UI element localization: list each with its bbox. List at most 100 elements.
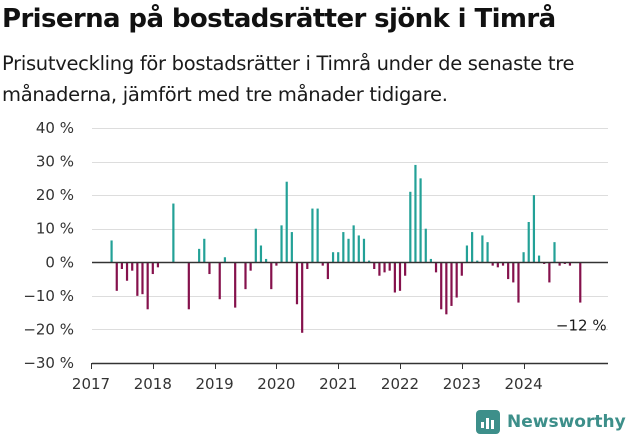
bar-series	[110, 164, 582, 333]
bar	[136, 262, 139, 296]
chart-subtitle: Prisutveckling för bostadsrätter i Timrå…	[2, 52, 575, 106]
bar	[404, 262, 407, 276]
bar	[419, 178, 422, 263]
bar	[486, 242, 489, 263]
bar	[455, 262, 458, 298]
bar	[131, 262, 134, 271]
bar	[517, 262, 520, 303]
bar	[151, 262, 154, 275]
bar	[362, 238, 366, 263]
bar	[378, 262, 381, 276]
axes: 40 % 30 % 20 % 10 % 0 % −10 % −20 % −30 % 2017 20…	[23, 119, 608, 393]
x-tick-label: 2017	[72, 375, 110, 393]
bar	[156, 262, 160, 268]
bar	[373, 262, 376, 269]
y-tick-label: 20 %	[36, 186, 74, 204]
bar	[249, 262, 252, 271]
newsworthy-brand: Newsworthy	[476, 407, 626, 437]
bar	[460, 262, 463, 276]
bar	[507, 262, 510, 280]
bar	[141, 262, 144, 295]
brand-name: Newsworthy	[507, 412, 626, 432]
y-tick-label: −30 %	[23, 354, 74, 372]
bar	[337, 252, 340, 263]
bar	[501, 262, 505, 266]
y-tick-label: 30 %	[36, 153, 74, 171]
bar	[496, 262, 499, 268]
y-tick-label: 0 %	[45, 253, 74, 271]
bar	[450, 262, 453, 306]
bar	[280, 225, 283, 263]
x-tick-label: 2024	[505, 375, 543, 393]
bar	[368, 260, 371, 263]
bar	[471, 232, 474, 263]
newsworthy-logo-icon	[476, 410, 500, 434]
bar	[409, 191, 412, 263]
bar	[218, 262, 221, 300]
x-tick-label: 2022	[381, 375, 419, 393]
bar	[347, 238, 350, 263]
last-value-label: −12 %	[556, 317, 607, 335]
bar	[203, 238, 206, 263]
bar	[445, 262, 448, 315]
x-tick-label: 2019	[196, 375, 234, 393]
y-tick-label: 10 %	[36, 220, 74, 238]
bar	[383, 262, 386, 273]
bar	[393, 262, 396, 293]
bar	[259, 245, 263, 263]
bar	[532, 195, 536, 263]
bar	[244, 262, 247, 290]
bar	[115, 262, 118, 291]
bar	[275, 262, 278, 266]
bar	[388, 262, 391, 271]
bar	[208, 262, 211, 275]
y-tick-label: −10 %	[23, 287, 74, 305]
bar	[316, 208, 319, 263]
bar	[264, 258, 268, 263]
annotations: −12 %	[556, 317, 607, 335]
bar	[331, 252, 335, 263]
grid-lines	[92, 128, 608, 330]
bar	[527, 222, 530, 263]
bar	[491, 262, 494, 266]
bar	[295, 262, 299, 305]
bar	[311, 208, 314, 263]
bar	[234, 262, 237, 308]
bar	[537, 255, 541, 263]
x-tick-label: 2018	[134, 375, 172, 393]
bar	[290, 232, 293, 263]
bar	[429, 258, 432, 263]
bar	[125, 262, 129, 281]
bar	[568, 262, 572, 266]
x-tick-label: 2020	[257, 375, 295, 393]
bar	[198, 248, 201, 263]
bar	[326, 262, 329, 280]
bar	[357, 235, 360, 263]
x-tick-label: 2021	[319, 375, 357, 393]
bar	[110, 240, 113, 263]
bar	[548, 262, 551, 283]
bar	[285, 181, 288, 263]
bar	[558, 262, 561, 266]
x-tick-label: 2023	[443, 375, 481, 393]
chart-title: Priserna på bostadsrätter sjönk i Timrå	[2, 4, 556, 34]
bar	[270, 262, 273, 290]
bar	[301, 262, 304, 333]
bar	[120, 262, 123, 269]
y-tick-label: 40 %	[36, 119, 74, 137]
bar	[352, 225, 355, 263]
bar	[476, 260, 479, 263]
bar	[306, 262, 309, 269]
bar	[522, 252, 525, 263]
bar	[579, 262, 582, 303]
bar	[424, 228, 427, 263]
bar	[342, 232, 345, 263]
bar	[187, 262, 190, 310]
bar	[172, 203, 175, 263]
bar	[440, 262, 443, 310]
bar	[321, 262, 324, 266]
bar	[223, 257, 227, 263]
bar	[254, 228, 257, 263]
bar	[414, 164, 417, 263]
